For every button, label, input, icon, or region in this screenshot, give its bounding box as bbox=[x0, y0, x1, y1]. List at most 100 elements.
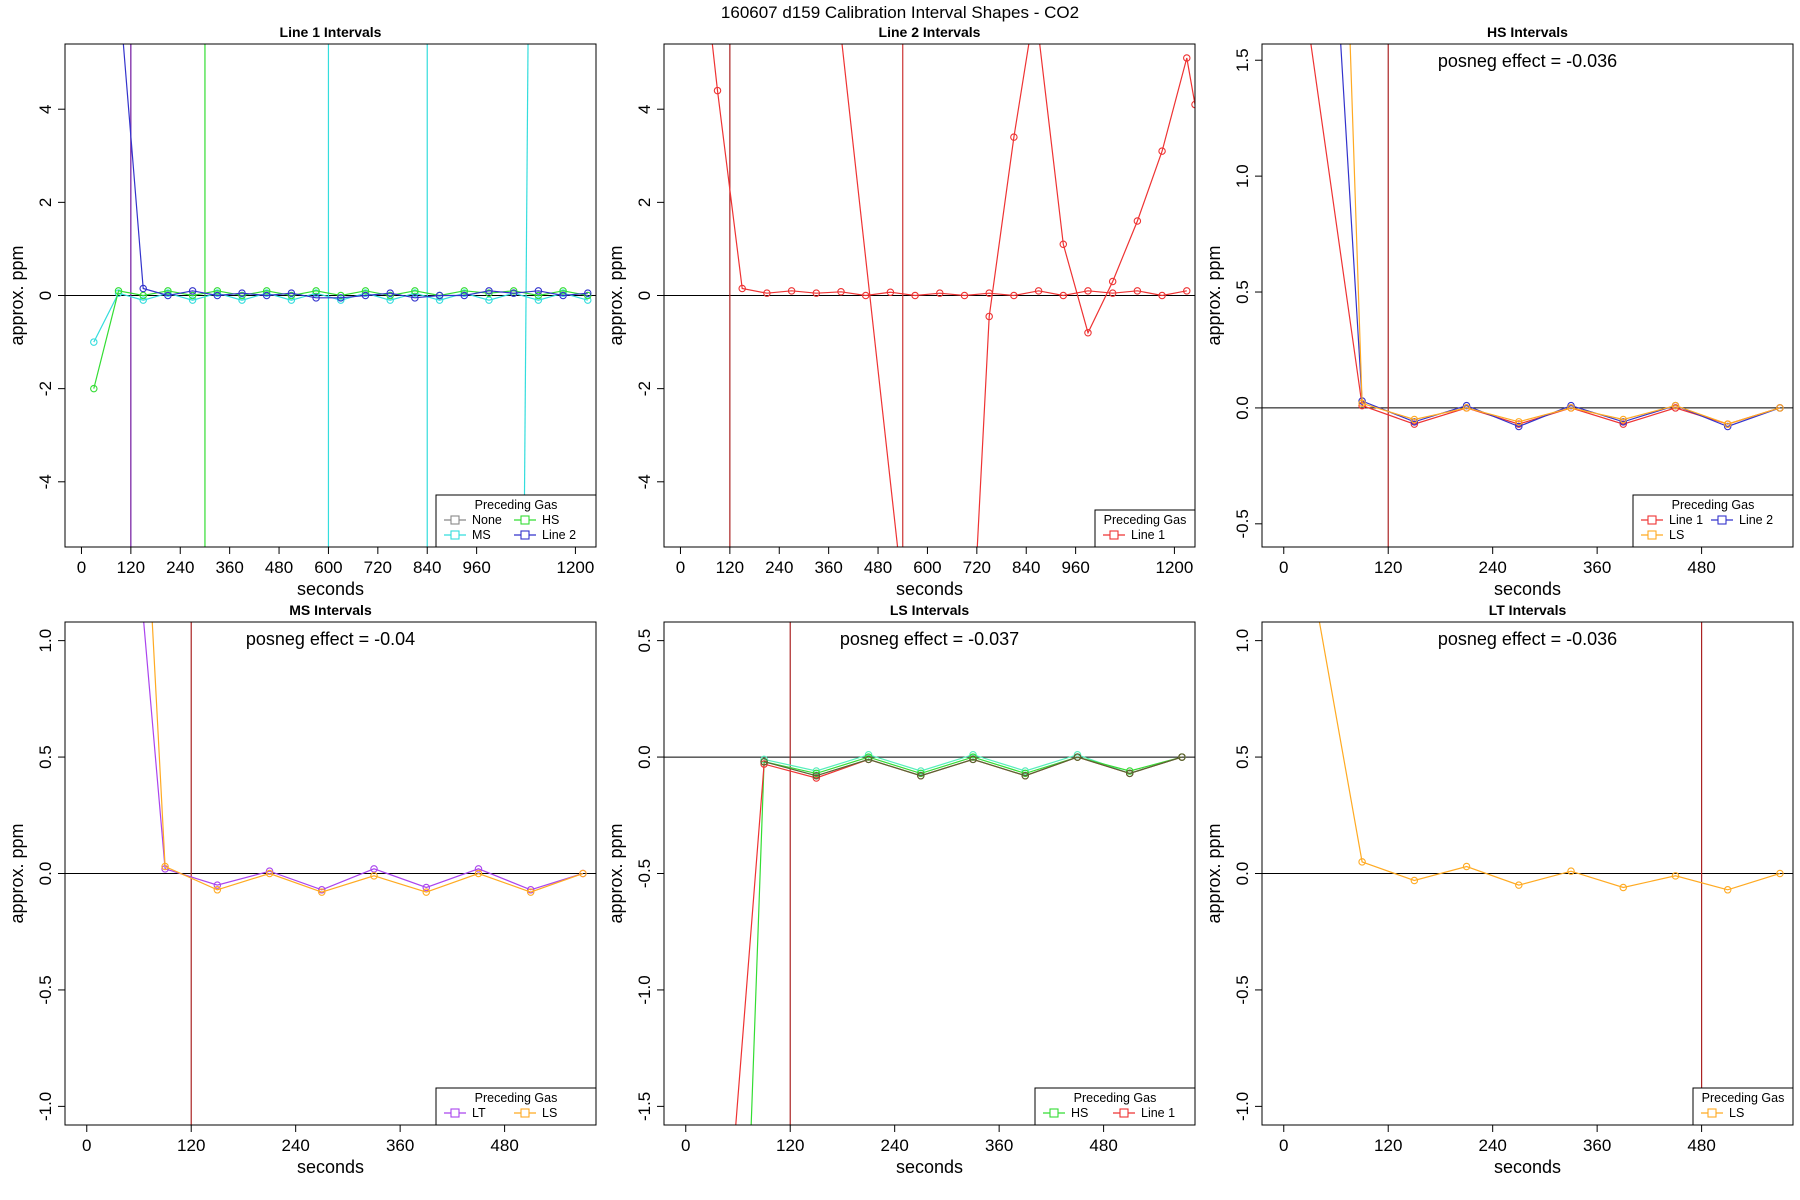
data-point bbox=[1021, 767, 1030, 775]
series-line bbox=[763, 754, 1183, 775]
legend-swatch-marker bbox=[520, 515, 530, 525]
panel-title: MS Intervals bbox=[289, 602, 372, 618]
x-tick-label: 600 bbox=[314, 558, 342, 577]
data-point bbox=[1410, 415, 1419, 424]
legend-title: Preceding Gas bbox=[1104, 513, 1187, 527]
data-point bbox=[886, 288, 895, 296]
data-point bbox=[526, 886, 535, 894]
series-lt bbox=[143, 622, 587, 894]
data-point bbox=[213, 886, 222, 894]
data-point bbox=[787, 287, 796, 295]
legend-swatch-marker bbox=[1717, 515, 1727, 525]
series-line bbox=[1349, 44, 1781, 425]
data-point bbox=[509, 289, 518, 297]
x-tick-label: 120 bbox=[776, 1136, 804, 1155]
panel-5: LS Intervals 0 120 240 360 480 -1.5 -1.0 -0.5 0.0… bbox=[606, 602, 1196, 1177]
data-point bbox=[1059, 291, 1068, 300]
legend-title: Preceding Gas bbox=[1702, 1091, 1785, 1105]
x-axis-label: seconds bbox=[896, 1157, 963, 1177]
panel-title: Line 2 Intervals bbox=[879, 24, 981, 40]
series-line bbox=[711, 44, 1187, 297]
legend-swatch-marker bbox=[520, 1108, 530, 1118]
data-point bbox=[526, 888, 535, 896]
x-tick-label: 480 bbox=[1687, 558, 1715, 577]
y-tick-label: 0.5 bbox=[36, 745, 55, 769]
x-tick-label: 720 bbox=[963, 558, 991, 577]
legend-entry-label: LS bbox=[542, 1106, 557, 1120]
x-tick-label: 240 bbox=[281, 1136, 309, 1155]
data-point bbox=[1515, 881, 1523, 889]
data-point bbox=[1034, 287, 1043, 295]
data-point bbox=[411, 294, 419, 302]
data-point bbox=[213, 287, 222, 295]
y-tick-label: -0.5 bbox=[1233, 975, 1252, 1004]
data-point bbox=[318, 888, 326, 896]
x-tick-label: 120 bbox=[716, 558, 744, 577]
data-point bbox=[1158, 291, 1166, 300]
data-point bbox=[579, 869, 587, 878]
data-point bbox=[812, 774, 821, 782]
data-point bbox=[760, 760, 768, 768]
data-point bbox=[1567, 867, 1575, 875]
posneg-annotation: posneg effect = -0.037 bbox=[840, 629, 1019, 649]
legend-swatch-marker bbox=[1049, 1108, 1059, 1118]
x-tick-label: 240 bbox=[1478, 1136, 1506, 1155]
x-tick-label: 0 bbox=[1279, 1136, 1288, 1155]
data-point bbox=[386, 296, 394, 304]
data-point bbox=[1133, 217, 1142, 225]
data-point bbox=[238, 289, 246, 297]
data-point bbox=[312, 287, 320, 295]
x-tick-label: 960 bbox=[1061, 558, 1089, 577]
data-point bbox=[337, 291, 345, 300]
y-tick-label: 2 bbox=[36, 198, 55, 207]
series-line bbox=[750, 756, 1183, 1125]
y-tick-label: -4 bbox=[36, 474, 55, 489]
legend-swatch-marker bbox=[1647, 530, 1657, 540]
legend-box bbox=[435, 494, 597, 548]
data-point bbox=[1021, 771, 1030, 780]
data-point bbox=[1108, 289, 1117, 297]
data-point bbox=[1723, 422, 1732, 431]
data-point bbox=[411, 287, 419, 295]
data-point bbox=[1567, 401, 1575, 410]
y-tick-label: 0.5 bbox=[1233, 280, 1252, 304]
legend-swatch-marker bbox=[1119, 1108, 1129, 1118]
data-point bbox=[960, 291, 969, 300]
data-point bbox=[238, 291, 246, 300]
data-point bbox=[1410, 418, 1419, 426]
data-point bbox=[969, 753, 977, 761]
data-point bbox=[584, 289, 592, 297]
legend-swatch-marker bbox=[450, 1108, 460, 1118]
legend-title: Preceding Gas bbox=[1672, 498, 1755, 512]
x-tick-label: 120 bbox=[1374, 1136, 1402, 1155]
data-point bbox=[164, 287, 172, 295]
x-tick-label: 840 bbox=[1012, 558, 1040, 577]
data-point bbox=[265, 867, 274, 875]
legend-entry-label: Line 2 bbox=[1739, 513, 1773, 527]
data-point bbox=[1619, 883, 1628, 892]
x-axis-label: seconds bbox=[297, 1157, 364, 1177]
data-point bbox=[1515, 422, 1523, 431]
data-point bbox=[312, 289, 320, 297]
data-point bbox=[213, 289, 222, 297]
data-point bbox=[213, 881, 222, 889]
series-line bbox=[763, 756, 1183, 777]
data-point bbox=[460, 291, 469, 300]
data-point bbox=[969, 750, 977, 759]
series-ls bbox=[1349, 44, 1784, 428]
x-axis-label: seconds bbox=[896, 579, 963, 599]
series-line bbox=[1039, 44, 1195, 335]
data-point bbox=[1671, 404, 1680, 412]
series-line bbox=[841, 44, 899, 547]
data-point bbox=[1723, 886, 1732, 894]
legend-entry-label: MS bbox=[472, 528, 491, 542]
x-tick-label: 360 bbox=[1583, 558, 1611, 577]
data-point bbox=[812, 289, 821, 297]
data-point bbox=[864, 755, 873, 764]
legend-box bbox=[1632, 494, 1794, 548]
data-point bbox=[534, 291, 543, 300]
